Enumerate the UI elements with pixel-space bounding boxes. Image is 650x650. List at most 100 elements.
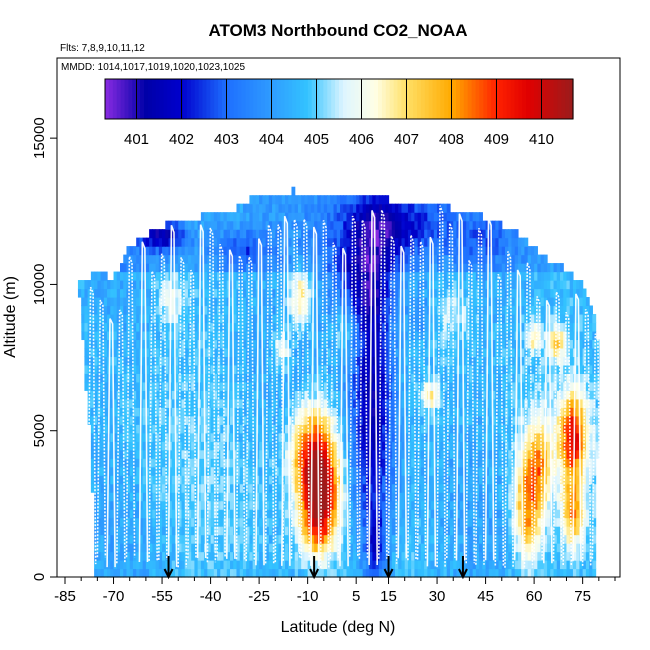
heatmap-cell xyxy=(278,339,283,349)
heatmap-cell xyxy=(446,500,451,510)
heatmap-cell xyxy=(120,560,124,570)
heatmap-cell xyxy=(437,560,441,570)
heatmap-cell xyxy=(511,398,516,408)
heatmap-cell xyxy=(495,509,500,519)
heatmap-cell xyxy=(87,305,92,315)
heatmap-cell xyxy=(191,339,196,349)
heatmap-cell xyxy=(560,356,564,366)
heatmap-cell xyxy=(239,390,244,400)
heatmap-cell xyxy=(540,407,545,417)
heatmap-cell xyxy=(268,330,273,341)
heatmap-cell xyxy=(191,322,196,332)
heatmap-cell xyxy=(129,313,134,324)
heatmap-cell xyxy=(547,364,551,374)
heatmap-cell xyxy=(466,398,471,408)
heatmap-cell xyxy=(553,322,558,332)
heatmap-cell xyxy=(103,466,108,476)
heatmap-cell xyxy=(314,458,318,468)
heatmap-cell xyxy=(446,458,451,468)
heatmap-cell xyxy=(479,492,483,502)
heatmap-cell xyxy=(116,551,121,561)
heatmap-cell xyxy=(514,560,519,570)
heatmap-cell xyxy=(285,381,289,391)
heatmap-cell xyxy=(90,441,95,451)
heatmap-cell xyxy=(417,526,422,536)
heatmap-cell xyxy=(462,441,467,451)
heatmap-cell xyxy=(187,509,192,519)
heatmap-cell xyxy=(155,458,160,468)
heatmap-cell xyxy=(340,568,344,578)
heatmap-cell xyxy=(592,322,597,332)
heatmap-cell xyxy=(139,568,144,578)
heatmap-cell xyxy=(207,441,212,451)
heatmap-cell xyxy=(142,534,147,544)
heatmap-cell xyxy=(511,330,516,341)
heatmap-cell xyxy=(297,526,302,536)
heatmap-cell xyxy=(239,517,244,527)
heatmap-cell xyxy=(262,475,267,485)
heatmap-cell xyxy=(294,492,299,502)
heatmap-cell xyxy=(352,364,357,374)
heatmap-cell xyxy=(236,373,241,383)
heatmap-cell xyxy=(278,483,283,493)
heatmap-cell xyxy=(194,364,199,374)
heatmap-cell xyxy=(120,432,124,442)
heatmap-cell xyxy=(346,449,351,459)
heatmap-cell xyxy=(576,415,581,425)
heatmap-cell xyxy=(323,449,328,459)
heatmap-cell xyxy=(433,407,438,417)
heatmap-cell xyxy=(217,415,221,425)
heatmap-cell xyxy=(501,398,506,408)
heatmap-cell xyxy=(530,441,535,451)
heatmap-cell xyxy=(479,543,483,553)
heatmap-cell xyxy=(430,373,435,383)
heatmap-cell xyxy=(191,432,196,442)
heatmap-cell xyxy=(362,322,367,332)
heatmap-cell xyxy=(411,509,416,519)
heatmap-cell xyxy=(223,407,228,417)
heatmap-cell xyxy=(145,560,150,570)
heatmap-cell xyxy=(142,568,147,578)
heatmap-cell xyxy=(149,568,153,578)
heatmap-cell xyxy=(197,441,202,451)
heatmap-cell xyxy=(333,398,338,408)
heatmap-cell xyxy=(191,381,196,391)
heatmap-cell xyxy=(579,407,584,417)
heatmap-cell xyxy=(242,483,247,493)
heatmap-cell xyxy=(433,475,438,485)
heatmap-cell xyxy=(323,313,328,324)
heatmap-cell xyxy=(272,390,276,400)
heatmap-cell xyxy=(450,458,454,468)
heatmap-cell xyxy=(265,543,270,553)
heatmap-cell xyxy=(132,475,137,485)
heatmap-cell xyxy=(440,356,445,366)
heatmap-cell xyxy=(110,483,115,493)
heatmap-cell xyxy=(576,475,581,485)
heatmap-cell xyxy=(178,568,183,578)
heatmap-cell xyxy=(158,551,163,561)
heatmap-cell xyxy=(327,466,331,476)
heatmap-cell xyxy=(171,458,176,468)
heatmap-cell xyxy=(259,313,263,324)
heatmap-cell xyxy=(411,458,416,468)
heatmap-cell xyxy=(333,475,338,485)
heatmap-cell xyxy=(472,441,477,451)
heatmap-cell xyxy=(362,390,367,400)
heatmap-cell xyxy=(534,568,538,578)
heatmap-cell xyxy=(498,415,503,425)
heatmap-cell xyxy=(249,347,254,357)
heatmap-cell xyxy=(443,517,448,527)
heatmap-cell xyxy=(110,526,115,536)
heatmap-cell xyxy=(508,534,513,544)
heatmap-cell xyxy=(378,441,383,451)
heatmap-cell xyxy=(323,475,328,485)
heatmap-cell xyxy=(100,551,105,561)
heatmap-cell xyxy=(336,356,341,366)
heatmap-cell xyxy=(259,330,263,341)
heatmap-cell xyxy=(136,322,141,332)
heatmap-cell xyxy=(521,347,526,357)
heatmap-cell xyxy=(349,415,354,425)
heatmap-cell xyxy=(113,483,118,493)
heatmap-cell xyxy=(340,534,344,544)
heatmap-cell xyxy=(534,415,538,425)
